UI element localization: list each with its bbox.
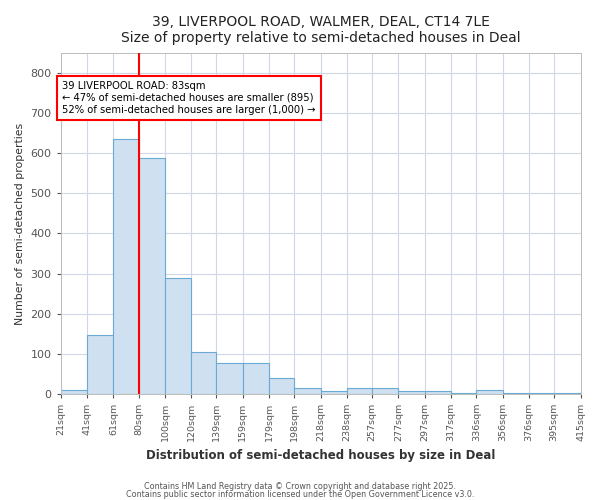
Bar [320, 391, 347, 394]
Title: 39, LIVERPOOL ROAD, WALMER, DEAL, CT14 7LE
Size of property relative to semi-det: 39, LIVERPOOL ROAD, WALMER, DEAL, CT14 7… [121, 15, 520, 45]
Text: 39 LIVERPOOL ROAD: 83sqm
← 47% of semi-detached houses are smaller (895)
52% of : 39 LIVERPOOL ROAD: 83sqm ← 47% of semi-d… [62, 82, 316, 114]
Bar [372, 388, 398, 394]
Bar [476, 390, 503, 394]
Bar [165, 278, 191, 394]
Bar [243, 363, 269, 394]
Bar [61, 390, 87, 394]
Bar [398, 391, 425, 394]
Bar [294, 388, 320, 394]
Y-axis label: Number of semi-detached properties: Number of semi-detached properties [15, 122, 25, 324]
Bar [425, 391, 451, 394]
Bar [139, 158, 165, 394]
Text: Contains public sector information licensed under the Open Government Licence v3: Contains public sector information licen… [126, 490, 474, 499]
Bar [191, 352, 217, 394]
Bar [217, 363, 243, 394]
Bar [269, 378, 294, 394]
Bar [87, 335, 113, 394]
Bar [113, 138, 139, 394]
Text: Contains HM Land Registry data © Crown copyright and database right 2025.: Contains HM Land Registry data © Crown c… [144, 482, 456, 491]
X-axis label: Distribution of semi-detached houses by size in Deal: Distribution of semi-detached houses by … [146, 450, 495, 462]
Bar [347, 388, 372, 394]
